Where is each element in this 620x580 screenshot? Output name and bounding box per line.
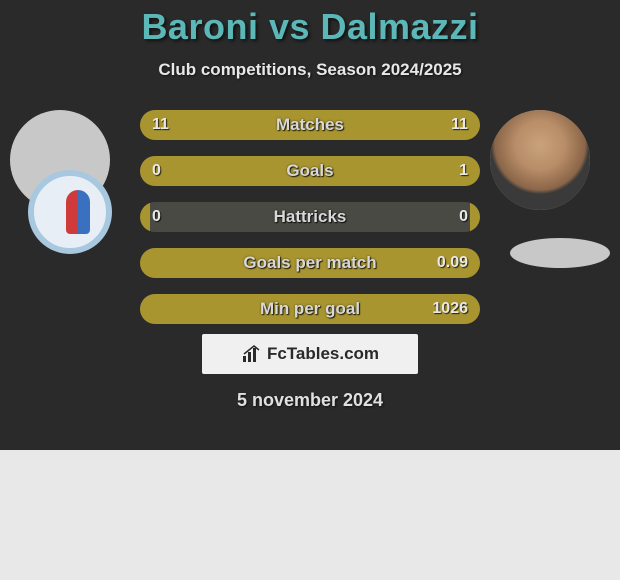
source-logo[interactable]: FcTables.com	[202, 334, 418, 374]
club-right-badge	[510, 238, 610, 268]
source-logo-text: FcTables.com	[267, 344, 379, 364]
stat-bar-bg	[140, 294, 480, 324]
stat-row: Goals per match0.09	[140, 248, 480, 278]
page-title: Baroni vs Dalmazzi	[0, 6, 620, 48]
stat-bar-bg	[140, 156, 480, 186]
stat-bars: Matches1111 Goals01 Hattricks00 Goals per m…	[140, 110, 480, 340]
stat-bar-bg	[140, 248, 480, 278]
date-label: 5 november 2024	[0, 390, 620, 411]
stat-bar-bg	[140, 110, 480, 140]
stat-row: Matches1111	[140, 110, 480, 140]
page-subtitle: Club competitions, Season 2024/2025	[0, 60, 620, 80]
stats-area: Matches1111 Goals01 Hattricks00 Goals per m…	[0, 110, 620, 330]
comparison-card: Baroni vs Dalmazzi Club competitions, Se…	[0, 0, 620, 450]
player-right-avatar	[490, 110, 590, 210]
club-left-badge	[28, 170, 112, 254]
stat-row: Min per goal1026	[140, 294, 480, 324]
chart-icon	[241, 344, 261, 364]
stat-row: Hattricks00	[140, 202, 480, 232]
stat-row: Goals01	[140, 156, 480, 186]
stat-bar-bg	[140, 202, 480, 232]
